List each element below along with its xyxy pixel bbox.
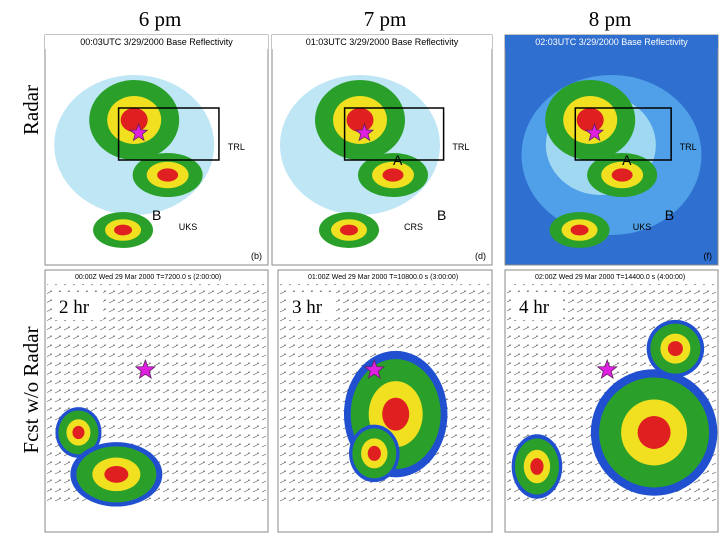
city-label: TRL [452,142,469,152]
star-marker [596,358,618,380]
panel-letter: (f) [704,251,713,261]
forecast-panel: 02:00Z Wed 29 Mar 2000 T=14400.0 s (4:00… [504,269,719,533]
column-header: 7 pm [364,7,407,31]
echo [157,168,179,182]
panel-caption: 00:03UTC 3/29/2000 Base Reflectivity [80,37,233,47]
echo [382,397,410,431]
lead-box [513,292,563,320]
echo [637,415,671,449]
echo [530,458,544,475]
panel-letter: (d) [475,251,486,261]
echo [340,224,358,236]
city-label: CRS [404,222,423,232]
star-marker [354,122,375,142]
echo [346,108,374,132]
city-label: TRL [680,142,697,152]
column-header: 8 pm [589,7,632,31]
forecast-header: 01:00Z Wed 29 Mar 2000 T=10800.0 s (3:00… [308,274,458,281]
radar-panel: 00:03UTC 3/29/2000 Base Reflectivity TRL U… [44,34,269,266]
echo [576,108,604,132]
caption-bg [272,35,492,49]
city-label: UKS [633,222,652,232]
echo [367,445,381,461]
region-label: A [622,152,632,168]
star-marker [129,122,149,142]
panel-caption: 02:03UTC 3/29/2000 Base Reflectivity [535,37,688,47]
region-label: A [393,152,403,168]
forecast-header: 02:00Z Wed 29 Mar 2000 T=14400.0 s (4:00… [535,274,685,281]
city-label: TRL [228,142,245,152]
row-label: Radar [19,85,43,135]
star-marker [584,122,605,142]
radar-panel: 01:03UTC 3/29/2000 Base Reflectivity TRL C… [271,34,493,266]
column-header: 6 pm [139,7,182,31]
lead-label: 2 hr [59,297,90,318]
echo [72,425,85,440]
star-marker [363,358,385,380]
region-label: B [152,207,161,223]
lead-box [53,292,103,320]
echo [114,224,133,236]
caption-bg [45,35,268,49]
city-label: UKS [179,222,198,232]
caption-bg [505,35,718,49]
forecast-header: 00:00Z Wed 29 Mar 2000 T=7200.0 s (2:00:… [75,274,221,281]
analysis-box [117,107,220,161]
radar-panel: 02:03UTC 3/29/2000 Base Reflectivity TRL U… [504,34,719,266]
forecast-panel: 00:00Z Wed 29 Mar 2000 T=7200.0 s (2:00:… [44,269,269,533]
echo [667,341,683,357]
row-label: Fcst w/o Radar [19,326,43,453]
star-marker [134,358,156,380]
echo [611,168,633,182]
lead-box [286,292,336,320]
forecast-panel: 01:00Z Wed 29 Mar 2000 T=10800.0 s (3:00… [277,269,493,533]
echo [104,465,129,483]
lead-label: 3 hr [292,297,323,318]
panel-letter: (b) [251,251,262,261]
region-label: B [665,207,674,223]
lead-label: 4 hr [519,297,550,318]
analysis-box [574,107,672,161]
analysis-box [343,107,445,161]
echo [382,168,404,182]
region-label: B [437,207,446,223]
panel-caption: 01:03UTC 3/29/2000 Base Reflectivity [306,37,459,47]
echo [570,224,589,236]
echo [120,108,148,132]
